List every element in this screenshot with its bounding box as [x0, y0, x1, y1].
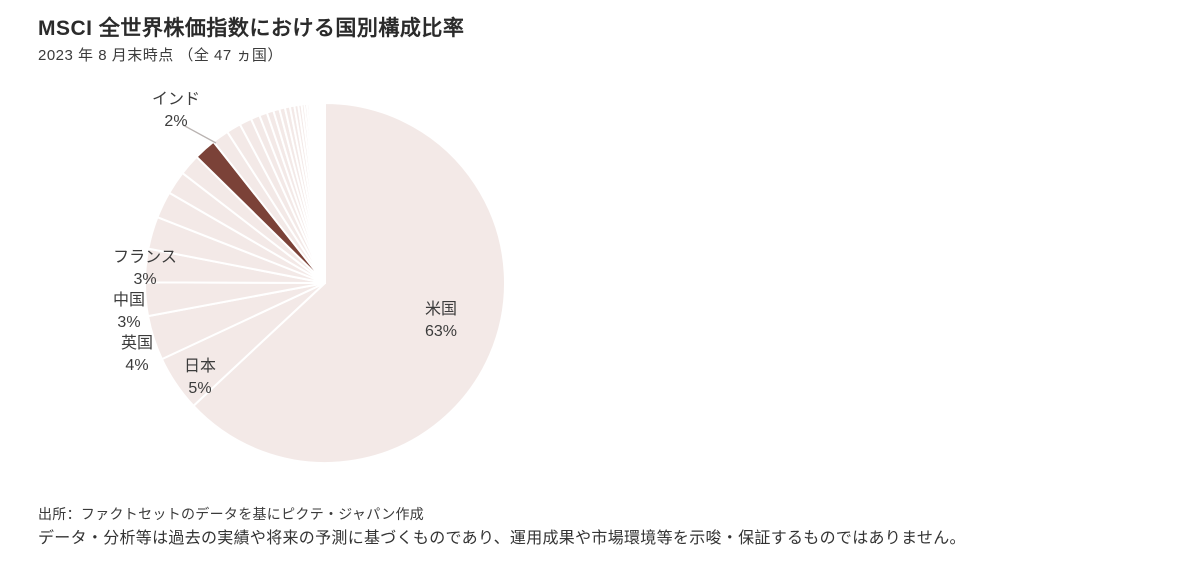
chart-title: MSCI 全世界株価指数における国別構成比率: [38, 17, 465, 40]
label-japan: 日本 5%: [184, 356, 216, 400]
label-india: インド 2%: [152, 89, 200, 133]
disclaimer-note: データ・分析等は過去の実績や将来の予測に基づくものであり、運用成果や市場環境等を…: [38, 530, 966, 547]
label-uk-name: 英国: [120, 335, 154, 352]
pie-slice-labeled: [192, 102, 506, 464]
chart-subtitle: 2023 年 8 月末時点 （全 47 ヵ国）: [38, 47, 283, 64]
source-note: 出所：ファクトセットのデータを基にピクテ・ジャパン作成: [38, 506, 425, 522]
label-china-pct: 3%: [117, 314, 141, 331]
label-france-pct: 3%: [133, 271, 157, 288]
label-india-pct: 2%: [164, 113, 188, 130]
label-france: フランス 3%: [113, 247, 177, 291]
label-japan-pct: 5%: [188, 380, 212, 397]
label-usa: 米国 63%: [425, 299, 457, 343]
label-uk-pct: 4%: [125, 357, 149, 374]
label-france-name: フランス: [113, 249, 177, 266]
label-china-name: 中国: [112, 292, 146, 309]
label-usa-pct: 63%: [424, 323, 458, 340]
pie-slices-group: [143, 101, 506, 464]
label-china: 中国 3%: [113, 290, 145, 334]
label-uk: 英国 4%: [121, 333, 153, 377]
india-leader-line: [182, 124, 217, 144]
label-japan-name: 日本: [183, 358, 217, 375]
label-usa-name: 米国: [424, 301, 457, 318]
label-india-name: インド: [151, 91, 201, 108]
